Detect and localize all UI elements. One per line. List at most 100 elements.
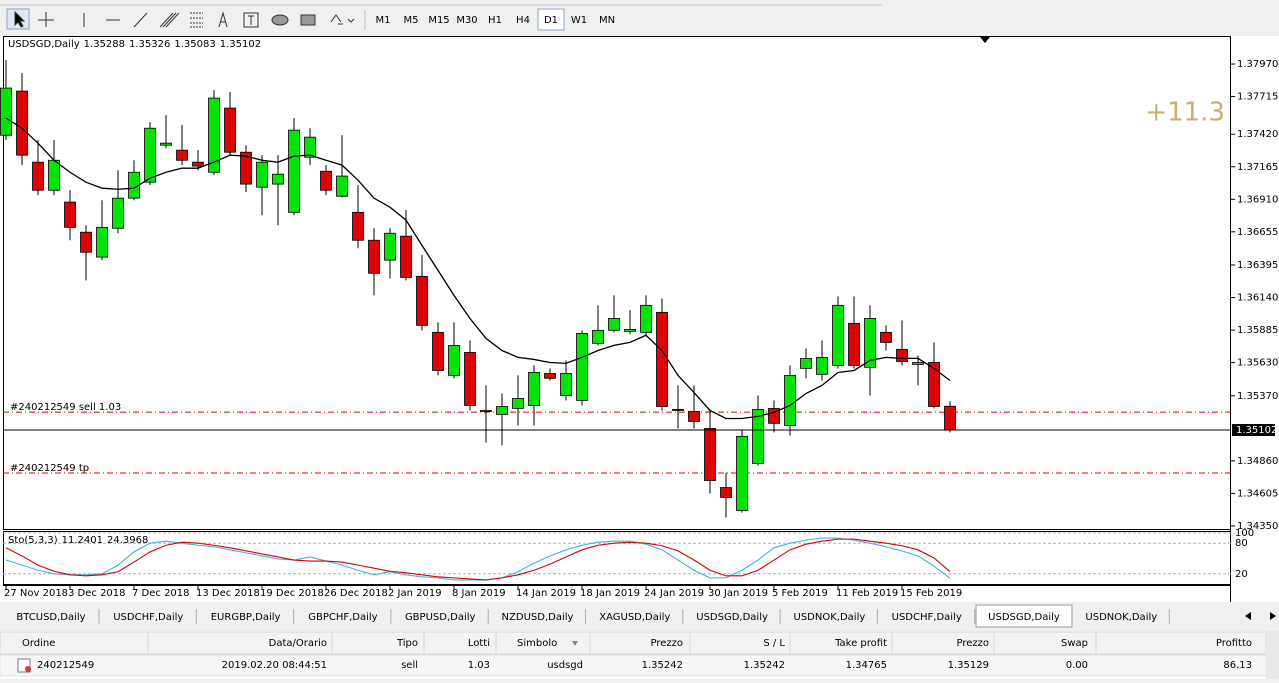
tab[interactable] [489,607,586,626]
column-header[interactable]: Take profit [834,638,887,649]
tab-label[interactable]: XAGUSD,Daily [599,612,670,623]
text-icon[interactable] [218,11,228,28]
symbol: USDSGD,Daily [8,39,80,50]
column-header[interactable]: Data/Orario [269,638,327,649]
y-tick-label: 1.34860 [1237,456,1278,467]
candle-body [592,329,604,344]
candle-body [368,239,380,274]
timeframe-button[interactable]: M1 [376,15,391,26]
label-icon[interactable] [243,12,259,28]
candle-body [64,201,76,228]
column-header[interactable]: Prezzo [956,638,989,649]
indicator-line [5,538,951,581]
y-tick-label: 1.35885 [1237,325,1278,336]
candle-body [448,344,460,376]
shift-marker[interactable] [980,37,990,43]
y-tick-label: 1.37970 [1237,59,1278,70]
candle-body [928,362,940,407]
tab[interactable] [3,607,99,626]
timeframe-button[interactable]: W1 [571,15,587,26]
tab[interactable] [878,607,975,626]
tool-icons [6,8,366,30]
candle-body [768,408,780,424]
column-header[interactable]: Ordine [22,638,55,649]
column-header[interactable]: Swap [1061,638,1088,649]
candle-body [480,410,492,412]
timeframe-button[interactable]: M15 [428,15,449,26]
timeframe-button[interactable]: H1 [488,15,502,26]
tab[interactable] [1073,607,1170,626]
tab-label[interactable]: EURGBP,Daily [211,612,281,623]
tab-active[interactable] [975,604,1073,628]
table-cell: 1.03 [468,660,490,671]
tab[interactable] [100,607,197,626]
tab-label[interactable]: USDCHF,Daily [892,612,962,623]
candle-body [352,211,364,241]
tab[interactable] [586,607,683,626]
tab[interactable] [294,607,391,626]
tab-label[interactable]: BTCUSD,Daily [16,612,85,623]
column-header[interactable]: Lotti [468,638,490,649]
order-label: #240212549 tp [10,463,89,474]
timeframe-button[interactable]: D1 [544,15,558,26]
tab-label[interactable]: GBPCHF,Daily [308,612,377,623]
candle-body [784,374,796,426]
candle-body [240,151,252,185]
column-header[interactable]: S / L [763,638,785,649]
timeframe-button[interactable]: M30 [456,15,477,26]
table-cell: 1.34765 [846,660,887,671]
channel-icon[interactable] [159,12,180,28]
column-header[interactable]: Profitto [1216,638,1252,649]
y-tick-label: 1.37715 [1237,92,1278,103]
y-tick-label: 1.37420 [1237,129,1278,140]
y-tick-label: 1.36655 [1237,227,1278,238]
column-header[interactable]: Simbolo [517,638,557,649]
candle-body [96,226,108,258]
table-cell: 240212549 [37,660,94,671]
x-tick-label: 14 Jan 2019 [516,588,576,599]
x-tick-label: 30 Jan 2019 [708,588,768,599]
timeframe-button[interactable]: MN [599,15,615,26]
main-value: 11.2401 [62,535,103,546]
candle-body [32,161,44,191]
x-tick-label: 13 Dec 2018 [196,588,260,599]
column-header[interactable]: Prezzo [650,638,683,649]
arrows-icon[interactable] [330,14,355,25]
scrollbar[interactable] [1266,631,1279,679]
column-header[interactable]: Tipo [396,638,418,649]
candle-body [320,170,332,191]
candle-body [176,149,188,161]
tab-label[interactable]: USDSGD,Daily [988,612,1060,623]
candle-body [336,175,348,197]
tab-label[interactable]: USDNOK,Daily [1085,612,1157,623]
candle-body [912,362,924,365]
y-tick-label: 100 [1235,528,1254,539]
tab[interactable] [781,607,878,626]
candle-body [288,129,300,213]
trend-icon[interactable] [133,12,148,28]
ellipse-icon[interactable] [271,14,289,26]
tab[interactable] [684,607,781,626]
candle-body [720,487,732,498]
tab-label[interactable]: USDCHF,Daily [113,612,183,623]
x-tick-label: 5 Feb 2019 [772,588,828,599]
x-tick-label: 2 Jan 2019 [388,588,442,599]
table-cell: 1.35129 [948,660,989,671]
tab[interactable] [392,607,489,626]
timeframe-button[interactable]: H4 [516,15,530,26]
tab-label[interactable]: USDNOK,Daily [794,612,866,623]
tab[interactable] [197,607,294,626]
low-value: 1.35083 [174,39,215,50]
indicator-header: Sto(5,3,3) 11.2401 24.3968 [8,535,148,546]
tab-label[interactable]: GBPUSD,Daily [405,612,476,623]
timeframe-active [537,8,565,31]
tab-label[interactable]: NZDUSD,Daily [502,612,574,623]
crosshair-icon[interactable] [38,12,54,27]
candle-body [624,329,636,332]
rect-icon[interactable] [300,14,316,26]
timeframe-button[interactable]: M5 [404,15,419,26]
tab-label[interactable]: USDSGD,Daily [696,612,768,623]
fibo-icon[interactable] [190,12,203,28]
sort-arrow[interactable] [572,641,578,646]
